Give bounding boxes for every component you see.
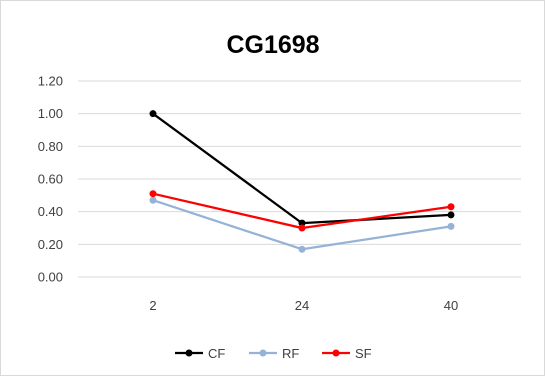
- series-lines: [149, 110, 455, 253]
- data-point-sf: [298, 224, 306, 232]
- x-axis-ticks: 2 24 40: [149, 298, 458, 313]
- x-tick-label: 2: [149, 298, 156, 313]
- series-rf: [149, 196, 455, 253]
- legend-label-rf: RF: [282, 346, 299, 361]
- data-point-rf: [298, 245, 306, 253]
- data-point-cf: [447, 211, 455, 219]
- y-tick-label: 1.00: [38, 106, 63, 121]
- y-tick-label: 0.80: [38, 139, 63, 154]
- x-tick-label: 40: [444, 298, 458, 313]
- legend-label-sf: SF: [355, 346, 372, 361]
- series-cf-line: [152, 112, 452, 225]
- legend-marker-sf: [332, 349, 340, 357]
- data-point-rf: [447, 222, 455, 230]
- y-axis-ticks: 0.00 0.20 0.40 0.60 0.80 1.00 1.20: [38, 74, 63, 285]
- legend: CF RF SF: [175, 346, 372, 361]
- y-tick-label: 1.20: [38, 74, 63, 89]
- data-point-sf: [447, 203, 455, 211]
- data-point-rf: [149, 196, 157, 204]
- data-point-sf: [149, 190, 157, 198]
- y-tick-label: 0.20: [38, 237, 63, 252]
- legend-marker-rf: [259, 349, 267, 357]
- series-sf: [149, 190, 455, 232]
- data-point-cf: [298, 219, 306, 227]
- x-tick-label: 24: [295, 298, 309, 313]
- series-cf: [149, 110, 455, 227]
- legend-marker-cf: [185, 349, 193, 357]
- chart-title: CG1698: [226, 31, 319, 59]
- y-tick-label: 0.60: [38, 172, 63, 187]
- legend-label-cf: CF: [208, 346, 225, 361]
- y-tick-label: 0.40: [38, 204, 63, 219]
- y-tick-label: 0.00: [38, 270, 63, 285]
- data-point-cf: [149, 110, 157, 118]
